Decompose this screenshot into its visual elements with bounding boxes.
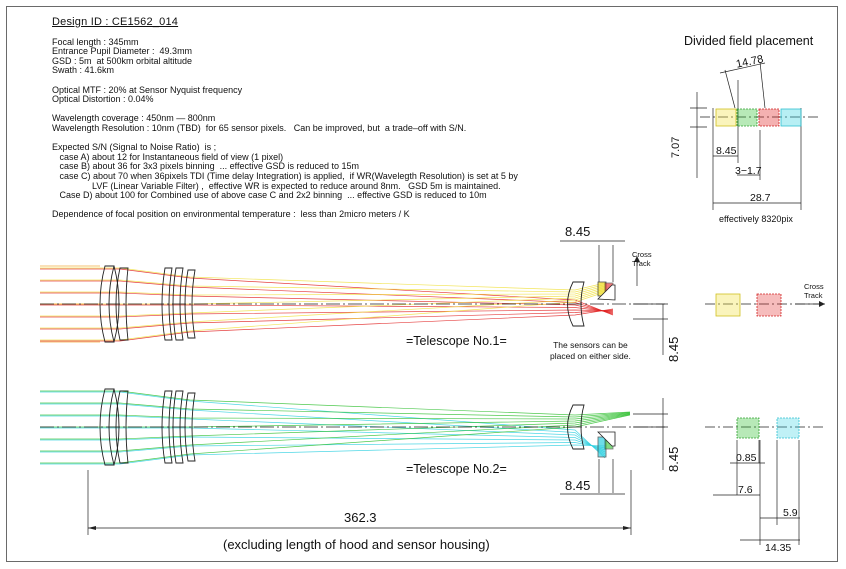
- dfp-dim-845: 8.45: [716, 145, 737, 157]
- divided-field-title: Divided field placement: [684, 34, 814, 48]
- telescope2-sensor: [597, 431, 616, 458]
- ray-cyan: [40, 415, 606, 455]
- ray-red: [40, 268, 614, 316]
- spec-line: case C) about 70 when 36pixels TDI (Time…: [52, 170, 518, 181]
- ray-green: [40, 412, 631, 420]
- rp-dim-59: 5.9: [783, 507, 798, 519]
- t1-dim-top: 8.45: [565, 224, 591, 239]
- ray-red: [40, 309, 614, 318]
- design-id: Design ID : CE1562_014: [52, 16, 179, 28]
- telescope1-sensor: [597, 281, 616, 301]
- ray-cyan: [40, 436, 606, 451]
- ray-red: [40, 308, 614, 342]
- dfp-effective-pixels: effectively 8320pix: [719, 214, 793, 224]
- dfp-dim-287: 28.7: [750, 192, 771, 204]
- t2-dim-right: 8.45: [666, 446, 681, 472]
- spec-line: Entrance Pupil Diameter : 49.3mm: [52, 46, 193, 57]
- rp-cross-track: Cross Track: [804, 282, 824, 300]
- ray-cyan: [40, 444, 606, 465]
- ray-cyan: [40, 442, 606, 453]
- t1-dim-right: 8.45: [666, 336, 681, 362]
- drawing-frame: [6, 6, 838, 562]
- ray-yellow: [40, 285, 606, 296]
- telescope1-lenses: [99, 265, 585, 343]
- telescope1-label: =Telescope No.1=: [406, 334, 507, 348]
- spec-line: GSD : 5m at 500km orbital altitude: [52, 55, 193, 66]
- spec-line: Wavelength coverage : 450nm — 800nm: [52, 113, 216, 124]
- spec-line: case B) about 36 for 3x3 pixels binning …: [52, 161, 360, 172]
- ray-red: [40, 292, 614, 314]
- spec-line: Wavelength Resolution : 10nm (TBD) for 6…: [52, 122, 467, 133]
- ray-red: [40, 309, 614, 330]
- spec-line: LVF (Linear Variable Filter) , effective…: [52, 180, 501, 191]
- overall-length: 362.3: [344, 510, 377, 525]
- dfp-dim-707: 7.07: [670, 136, 682, 158]
- telescope1-rays: [40, 265, 614, 343]
- spec-line: Optical MTF : 20% at Sensor Nyquist freq…: [52, 84, 243, 95]
- t2-dim-bottom: 8.45: [565, 478, 591, 493]
- telescope1-cross-arrow: [634, 256, 640, 262]
- ray-green: [40, 402, 631, 418]
- spec-line: Focal length : 345mm: [52, 36, 139, 47]
- telescope2-rays: [40, 390, 631, 465]
- telescope2-dimensions: [560, 398, 668, 495]
- rp-dim-1435: 14.35: [765, 542, 792, 554]
- ray-green: [40, 414, 631, 452]
- divided-field-sensors: [715, 108, 802, 127]
- spec-line: Case D) about 100 for Combined use of ab…: [52, 190, 487, 201]
- spec-line: Swath : 41.6km: [52, 65, 115, 76]
- ray-red: [40, 280, 614, 315]
- right-panel-t2: [705, 417, 825, 439]
- ray-cyan: [40, 427, 606, 453]
- divided-field-diagram: [690, 61, 820, 210]
- spec-line: case A) about 12 for Instantaneous field…: [52, 151, 284, 162]
- spec-block: Design ID : CE1562_014 Focal length : 34…: [52, 16, 652, 220]
- ray-yellow: [40, 287, 606, 305]
- ray-red: [40, 304, 614, 313]
- ray-green: [40, 413, 631, 440]
- ray-cyan: [40, 391, 606, 459]
- right-panel-t1: [705, 293, 825, 317]
- telescope2-label: =Telescope No.2=: [406, 462, 507, 476]
- telescope2-lenses: [99, 388, 585, 466]
- spec-line: Optical Distortion : 0.04%: [52, 94, 154, 105]
- dfp-dim-3-17: 3−1.7: [735, 165, 762, 177]
- spec-lines: Focal length : 345mm Entrance Pupil Diame…: [52, 36, 652, 220]
- ray-yellow: [40, 291, 606, 341]
- rp-dim-76: 7.6: [738, 484, 753, 496]
- ray-yellow: [40, 279, 606, 293]
- footnote: (excluding length of hood and sensor hou…: [223, 537, 490, 552]
- telescope1-dimensions: [560, 240, 668, 355]
- rp-dim-085: 0.85: [736, 452, 757, 464]
- overall-length-dimension: [87, 470, 632, 535]
- spec-line: Dependence of focal position on environm…: [52, 209, 410, 220]
- right-panel-dimensions: [713, 440, 800, 545]
- ray-green: [40, 390, 631, 416]
- ray-yellow: [40, 288, 606, 317]
- ray-cyan: [40, 403, 606, 457]
- t1-sensor-note: The sensors can be placed on either side…: [550, 340, 631, 361]
- ray-yellow: [40, 290, 606, 329]
- ray-green: [40, 414, 631, 464]
- spec-line: Expected S/N (Signal to Noise Ratio) is …: [52, 142, 217, 153]
- t1-cross-track: Cross Track: [632, 250, 652, 268]
- ray-yellow: [40, 267, 606, 291]
